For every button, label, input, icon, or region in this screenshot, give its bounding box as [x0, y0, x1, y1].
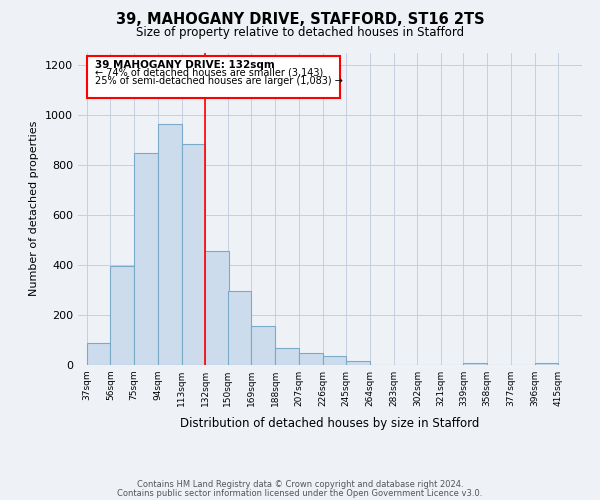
Text: Contains public sector information licensed under the Open Government Licence v3: Contains public sector information licen…: [118, 488, 482, 498]
Bar: [323, 356, 346, 365]
Bar: [158, 124, 182, 365]
Text: 39, MAHOGANY DRIVE, STAFFORD, ST16 2TS: 39, MAHOGANY DRIVE, STAFFORD, ST16 2TS: [116, 12, 484, 28]
Text: ← 74% of detached houses are smaller (3,143): ← 74% of detached houses are smaller (3,…: [95, 68, 323, 78]
Bar: [463, 363, 487, 365]
Bar: [182, 144, 205, 365]
Y-axis label: Number of detached properties: Number of detached properties: [29, 121, 40, 296]
Bar: [346, 360, 370, 365]
Text: 25% of semi-detached houses are larger (1,083) →: 25% of semi-detached houses are larger (…: [95, 76, 343, 86]
Bar: [251, 326, 275, 365]
Text: Contains HM Land Registry data © Crown copyright and database right 2024.: Contains HM Land Registry data © Crown c…: [137, 480, 463, 489]
Bar: [205, 251, 229, 365]
Bar: [87, 342, 110, 365]
Text: Size of property relative to detached houses in Stafford: Size of property relative to detached ho…: [136, 26, 464, 39]
Bar: [535, 363, 558, 365]
Bar: [88, 56, 340, 98]
Bar: [228, 291, 251, 365]
Bar: [134, 153, 158, 365]
Text: 39 MAHOGANY DRIVE: 132sqm: 39 MAHOGANY DRIVE: 132sqm: [95, 60, 275, 70]
Bar: [110, 266, 134, 365]
Bar: [275, 348, 299, 365]
Bar: [299, 352, 323, 365]
X-axis label: Distribution of detached houses by size in Stafford: Distribution of detached houses by size …: [181, 418, 479, 430]
